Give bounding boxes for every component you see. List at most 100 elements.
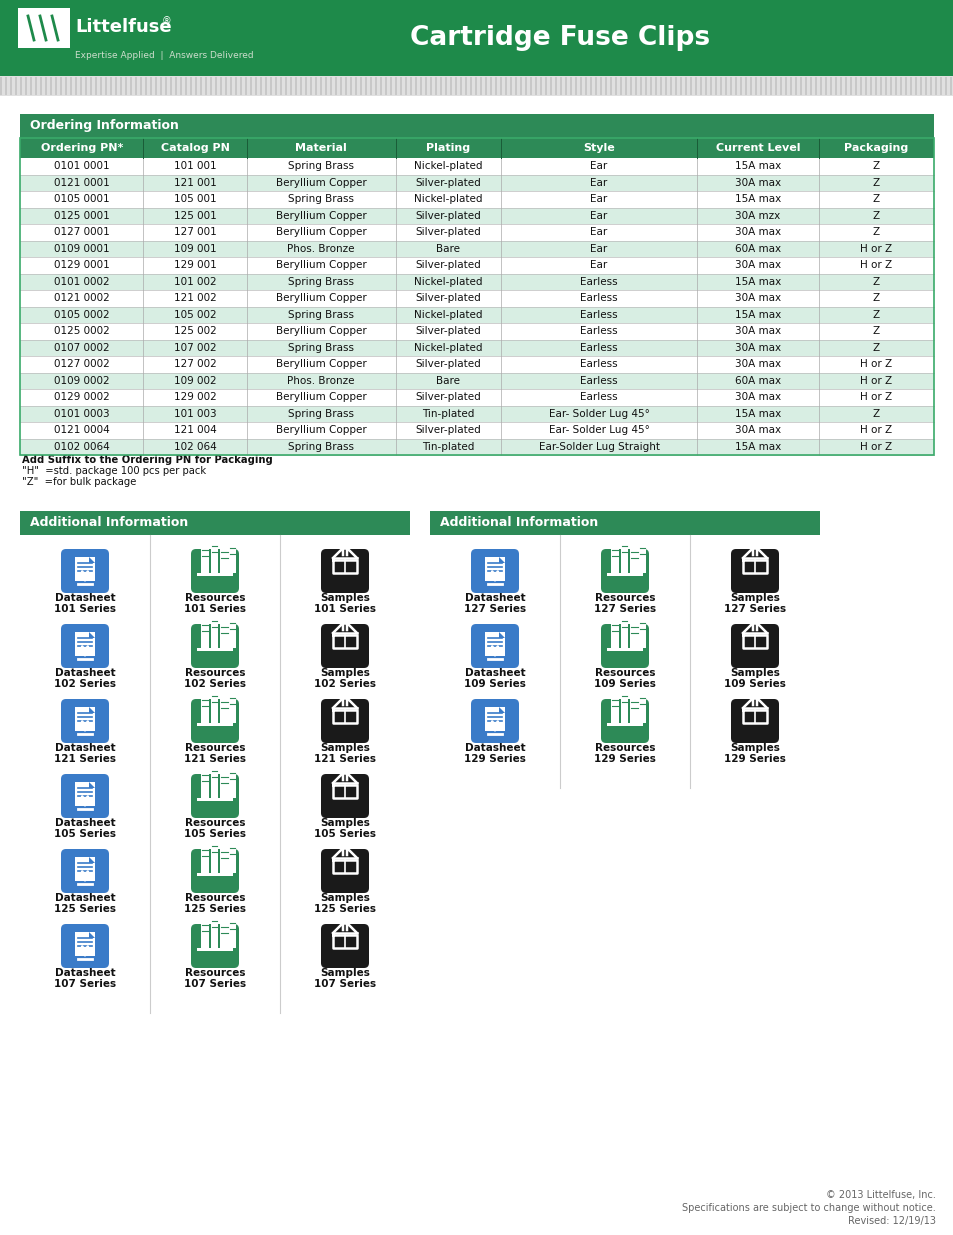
Text: Add Suffix to the Ordering PN for Packaging: Add Suffix to the Ordering PN for Packag… [22,454,273,466]
Bar [50,77,52,95]
Bar [415,77,417,95]
Bar [919,77,922,95]
Bar [210,77,213,95]
FancyBboxPatch shape [191,848,239,893]
Text: 0121 0002: 0121 0002 [53,293,110,304]
Text: 30A max: 30A max [734,261,781,270]
Bar [784,77,786,95]
Text: Datasheet: Datasheet [54,968,115,978]
Text: Silver-plated: Silver-plated [415,293,480,304]
Bar [205,77,208,95]
Text: Datasheet: Datasheet [464,743,525,753]
Text: Silver-plated: Silver-plated [415,211,480,221]
Bar [35,77,37,95]
FancyBboxPatch shape [730,624,779,668]
Text: Ear: Ear [590,243,607,253]
Bar [639,543,645,573]
Text: Beryllium Copper: Beryllium Copper [275,261,366,270]
Text: 0101 0002: 0101 0002 [53,277,110,287]
Bar [165,77,168,95]
Text: Samples: Samples [319,893,370,903]
Text: Datasheet: Datasheet [54,818,115,827]
FancyBboxPatch shape [61,774,109,818]
Text: Silver-plated: Silver-plated [415,393,480,403]
Text: 105 Series: 105 Series [54,829,116,839]
Text: Ear- Solder Lug 45°: Ear- Solder Lug 45° [548,409,649,419]
Bar [294,77,297,95]
Text: 129 Series: 129 Series [463,755,525,764]
Bar [675,77,677,95]
Bar [430,77,432,95]
Bar [230,77,233,95]
Bar [20,138,933,158]
Text: Samples: Samples [319,593,370,603]
Text: Silver-plated: Silver-plated [415,425,480,435]
Bar [20,114,933,138]
Bar [724,77,727,95]
Text: Current Level: Current Level [715,143,800,153]
Text: Z: Z [872,227,879,237]
Bar [20,207,933,224]
Bar [220,772,229,798]
Bar [290,77,293,95]
Text: Earless: Earless [579,310,618,320]
Bar [684,77,687,95]
FancyBboxPatch shape [600,550,648,593]
Text: 0121 0004: 0121 0004 [53,425,110,435]
Text: Earless: Earless [579,343,618,353]
Text: 101 001: 101 001 [173,162,216,172]
Bar [240,77,242,95]
Bar [220,697,229,722]
Bar [519,77,522,95]
Text: 127 001: 127 001 [173,227,216,237]
Text: 0101 0001: 0101 0001 [53,162,110,172]
Polygon shape [89,557,95,563]
Bar [619,77,622,95]
Bar [20,241,933,257]
Text: H or Z: H or Z [860,243,892,253]
Bar [599,77,602,95]
Bar [405,77,407,95]
Bar [764,77,767,95]
Bar [201,769,209,798]
Bar [20,174,933,191]
Text: Specifications are subject to change without notice.: Specifications are subject to change wit… [681,1203,935,1213]
Bar [624,77,627,95]
Text: Samples: Samples [319,668,370,678]
Bar [154,77,157,95]
Bar [130,77,132,95]
Bar [220,547,229,573]
Text: Beryllium Copper: Beryllium Copper [275,293,366,304]
Text: 102 064: 102 064 [173,442,216,452]
Bar [530,77,532,95]
Text: Beryllium Copper: Beryllium Copper [275,393,366,403]
Text: 109 Series: 109 Series [594,679,656,689]
Text: Samples: Samples [319,743,370,753]
Bar [840,77,841,95]
Bar [135,77,137,95]
Bar [335,77,337,95]
Bar [20,356,933,373]
Text: 105 Series: 105 Series [314,829,375,839]
Text: H or Z: H or Z [860,359,892,369]
Text: 0107 0002: 0107 0002 [53,343,110,353]
Text: Spring Brass: Spring Brass [288,277,354,287]
Text: Tin-plated: Tin-plated [421,442,474,452]
Bar [160,77,162,95]
Text: 109 Series: 109 Series [723,679,785,689]
Text: Phos. Bronze: Phos. Bronze [287,243,355,253]
Bar [450,77,452,95]
Text: 125 Series: 125 Series [314,904,375,914]
Bar [390,77,392,95]
Text: Spring Brass: Spring Brass [288,162,354,172]
Bar [20,191,933,207]
Bar [495,77,497,95]
Bar [120,77,122,95]
Bar [804,77,806,95]
Bar [550,77,552,95]
FancyBboxPatch shape [61,550,109,593]
Bar [899,77,902,95]
Text: Resources: Resources [185,818,245,827]
Bar [145,77,148,95]
FancyBboxPatch shape [191,699,239,743]
